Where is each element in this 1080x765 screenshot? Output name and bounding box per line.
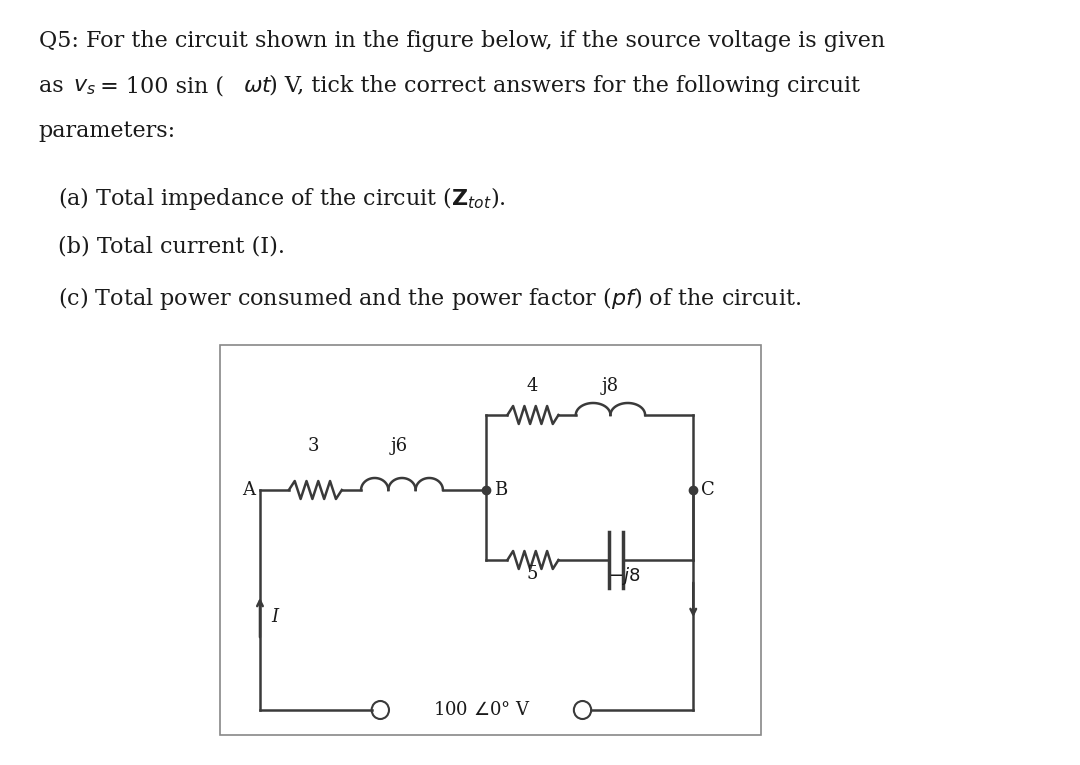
- Text: I: I: [271, 608, 279, 627]
- Text: Q5: For the circuit shown in the figure below, if the source voltage is given: Q5: For the circuit shown in the figure …: [39, 30, 885, 52]
- Text: 5: 5: [527, 565, 538, 583]
- Text: C: C: [701, 481, 715, 499]
- Text: $-j8$: $-j8$: [608, 565, 640, 587]
- Text: 4: 4: [527, 377, 538, 395]
- Text: B: B: [494, 481, 508, 499]
- Text: A: A: [242, 481, 255, 499]
- Bar: [219, 345, 760, 735]
- Text: (a) Total impedance of the circuit ($\mathbf{Z}_{tot}$).: (a) Total impedance of the circuit ($\ma…: [57, 185, 505, 212]
- Text: (c) Total power consumed and the power factor ($\mathit{pf}$) of the circuit.: (c) Total power consumed and the power f…: [57, 285, 801, 312]
- Text: 3: 3: [307, 437, 319, 455]
- Text: (b) Total current (I).: (b) Total current (I).: [57, 235, 285, 257]
- Text: j6: j6: [391, 437, 408, 455]
- Text: $v_s$: $v_s$: [73, 75, 96, 97]
- Text: $\omega t$: $\omega t$: [243, 75, 272, 97]
- Text: j8: j8: [602, 377, 619, 395]
- Text: parameters:: parameters:: [39, 120, 176, 142]
- Text: ) V, tick the correct answers for the following circuit: ) V, tick the correct answers for the fo…: [269, 75, 860, 97]
- Text: = 100 sin (: = 100 sin (: [93, 75, 225, 97]
- Text: as: as: [39, 75, 70, 97]
- Text: 100 $\angle$0° V: 100 $\angle$0° V: [433, 701, 530, 719]
